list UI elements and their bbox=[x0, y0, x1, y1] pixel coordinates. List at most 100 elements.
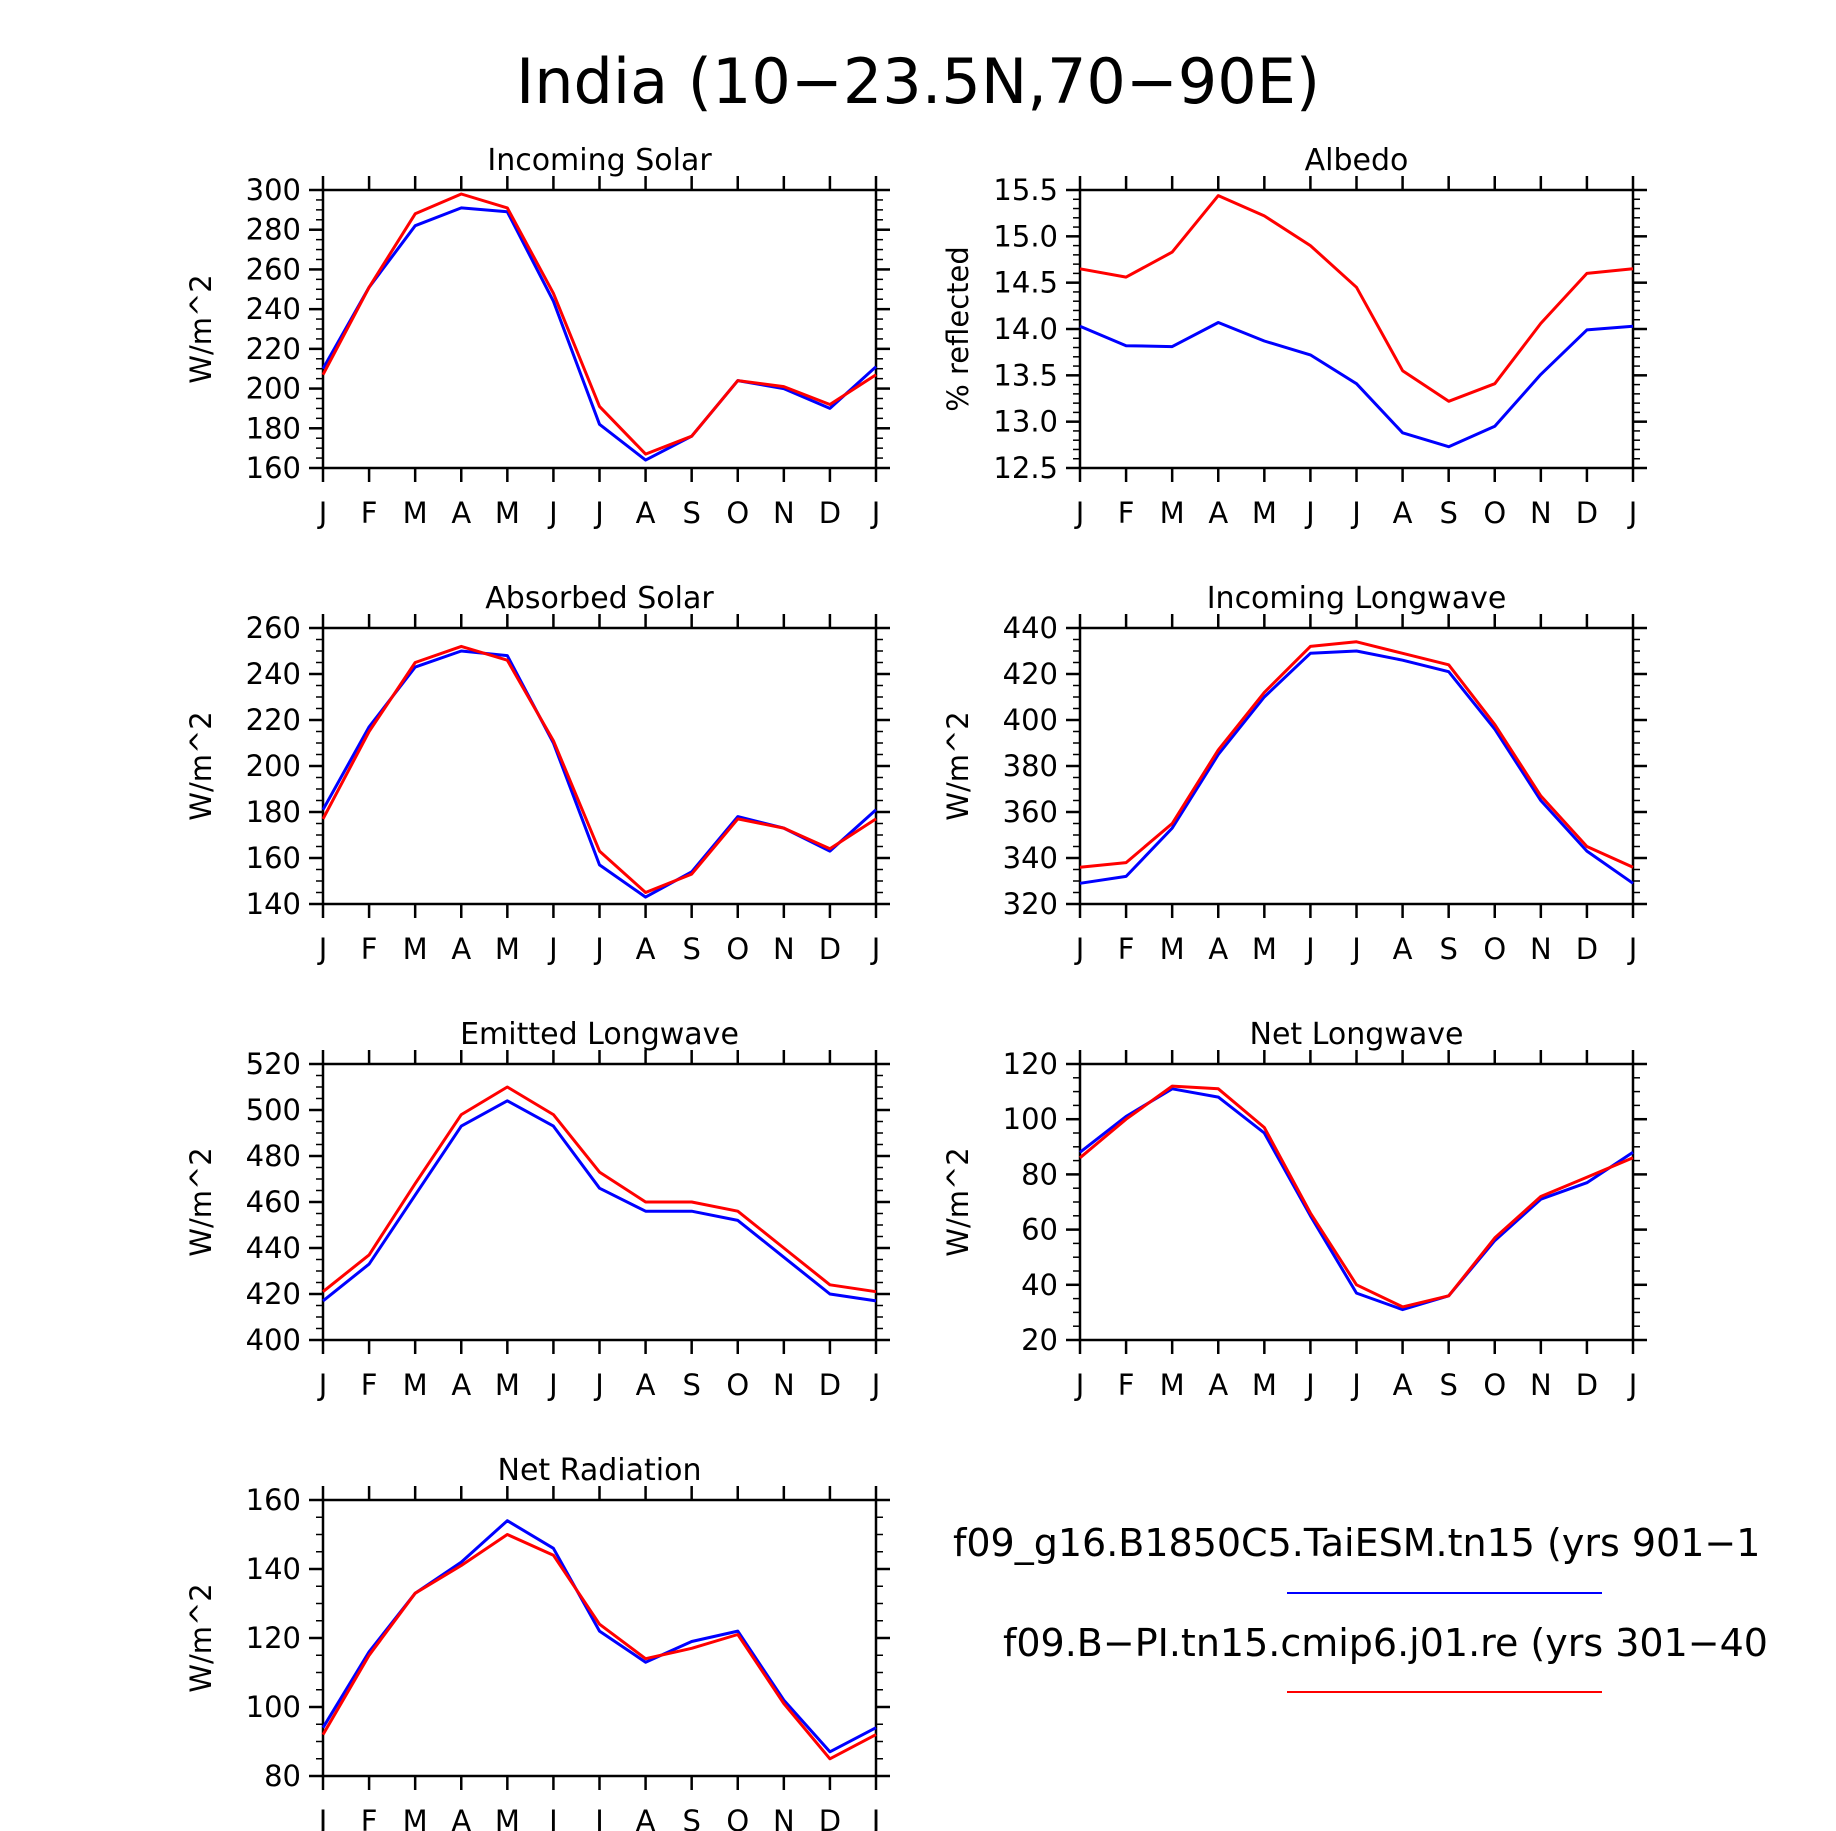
panel-title: Albedo bbox=[1305, 143, 1409, 178]
series-line-2 bbox=[321, 192, 877, 456]
y-tick-label: 13.5 bbox=[993, 358, 1058, 392]
x-tick-label: A bbox=[636, 496, 656, 530]
x-tick-label: D bbox=[819, 1368, 841, 1402]
page-title: India (10−23.5N,70−90E) bbox=[516, 45, 1320, 118]
y-tick-label: 440 bbox=[246, 1231, 301, 1265]
y-tick-label: 240 bbox=[246, 292, 301, 326]
series-line-1 bbox=[322, 1099, 877, 1303]
x-tick-label: S bbox=[682, 1804, 700, 1831]
series-line-2 bbox=[1079, 194, 1634, 403]
panel-title: Absorbed Solar bbox=[485, 581, 714, 616]
x-tick-label: S bbox=[682, 1368, 700, 1402]
y-tick-label: 420 bbox=[246, 1277, 301, 1311]
x-tick-label: J bbox=[317, 1804, 328, 1831]
x-tick-label: A bbox=[1208, 932, 1228, 966]
y-tick-label: 220 bbox=[246, 332, 301, 366]
x-tick-label: N bbox=[773, 496, 795, 530]
y-tick-label: 160 bbox=[246, 1483, 301, 1517]
x-tick-label: J bbox=[547, 1804, 558, 1831]
x-tick-label: O bbox=[1483, 496, 1506, 530]
x-tick-label: J bbox=[870, 1804, 881, 1831]
series-line-1 bbox=[1079, 1087, 1634, 1312]
y-tick-label: 120 bbox=[1003, 1047, 1058, 1081]
x-tick-label: M bbox=[495, 932, 520, 966]
plot-frame bbox=[1078, 188, 1635, 470]
x-tick-label: J bbox=[593, 496, 604, 530]
y-tick-label: 40 bbox=[1021, 1268, 1058, 1302]
y-tick-label: 420 bbox=[1003, 657, 1058, 691]
x-tick-label: J bbox=[1350, 496, 1361, 530]
x-tick-label: J bbox=[1627, 1368, 1638, 1402]
plot-frame bbox=[321, 1498, 878, 1778]
x-tick-label: N bbox=[1530, 1368, 1552, 1402]
x-tick-label: J bbox=[547, 932, 558, 966]
plot-frame bbox=[321, 1062, 878, 1342]
panel-title: Emitted Longwave bbox=[460, 1017, 739, 1052]
y-tick-label: 140 bbox=[246, 887, 301, 921]
x-tick-label: D bbox=[819, 932, 841, 966]
series-line-1 bbox=[321, 649, 878, 899]
x-tick-label: M bbox=[1160, 1368, 1185, 1402]
x-tick-label: S bbox=[682, 932, 700, 966]
y-tick-label: 80 bbox=[1021, 1157, 1058, 1191]
y-tick-label: 80 bbox=[264, 1759, 301, 1793]
x-tick-label: F bbox=[1118, 932, 1135, 966]
y-tick-label: 13.0 bbox=[993, 405, 1058, 439]
x-tick-label: J bbox=[1074, 496, 1085, 530]
legend-label-series-2: f09.B−PI.tn15.cmip6.j01.re (yrs 301−40 bbox=[1003, 1621, 1768, 1665]
x-tick-label: S bbox=[682, 496, 700, 530]
y-tick-label: 400 bbox=[1003, 703, 1058, 737]
panel-title: Incoming Longwave bbox=[1207, 581, 1507, 616]
x-tick-label: M bbox=[1252, 932, 1277, 966]
series-line-2 bbox=[322, 1085, 877, 1294]
y-tick-label: 380 bbox=[1003, 749, 1058, 783]
x-tick-label: O bbox=[1483, 932, 1506, 966]
x-tick-label: M bbox=[403, 1368, 428, 1402]
series-line-1 bbox=[1079, 321, 1634, 449]
x-tick-label: J bbox=[870, 932, 881, 966]
x-tick-label: D bbox=[819, 496, 841, 530]
y-tick-label: 140 bbox=[246, 1552, 301, 1586]
x-tick-label: J bbox=[870, 1368, 881, 1402]
x-tick-label: A bbox=[451, 932, 471, 966]
x-tick-label: J bbox=[1304, 932, 1315, 966]
x-tick-label: N bbox=[773, 1368, 795, 1402]
plot-frame bbox=[1078, 626, 1635, 906]
series-line-1 bbox=[321, 206, 878, 462]
y-tick-label: 100 bbox=[1003, 1102, 1058, 1136]
x-tick-label: M bbox=[403, 1804, 428, 1831]
x-tick-label: N bbox=[1530, 932, 1552, 966]
y-tick-label: 120 bbox=[246, 1621, 301, 1655]
y-tick-label: 12.5 bbox=[993, 451, 1058, 485]
series-line-1 bbox=[1079, 649, 1634, 885]
x-tick-label: M bbox=[403, 496, 428, 530]
x-tick-label: O bbox=[726, 932, 749, 966]
x-tick-label: D bbox=[819, 1804, 841, 1831]
y-tick-label: 260 bbox=[246, 611, 301, 645]
x-tick-label: N bbox=[773, 932, 795, 966]
y-tick-label: 100 bbox=[246, 1690, 301, 1724]
panel-title: Net Radiation bbox=[498, 1453, 702, 1488]
x-tick-label: J bbox=[593, 1368, 604, 1402]
x-tick-label: J bbox=[1627, 932, 1638, 966]
y-axis-label: W/m^2 bbox=[184, 1147, 218, 1256]
y-axis-label: W/m^2 bbox=[184, 274, 218, 383]
y-tick-label: 460 bbox=[246, 1185, 301, 1219]
x-tick-label: N bbox=[773, 1804, 795, 1831]
x-tick-label: A bbox=[451, 1804, 471, 1831]
x-tick-label: A bbox=[1393, 932, 1413, 966]
y-axis-label: W/m^2 bbox=[184, 1583, 218, 1692]
y-tick-label: 180 bbox=[246, 795, 301, 829]
x-tick-label: M bbox=[495, 1804, 520, 1831]
series-line-2 bbox=[321, 1533, 877, 1761]
x-tick-label: J bbox=[1304, 496, 1315, 530]
x-tick-label: J bbox=[317, 496, 328, 530]
x-tick-label: M bbox=[1252, 496, 1277, 530]
x-tick-label: A bbox=[1208, 1368, 1228, 1402]
